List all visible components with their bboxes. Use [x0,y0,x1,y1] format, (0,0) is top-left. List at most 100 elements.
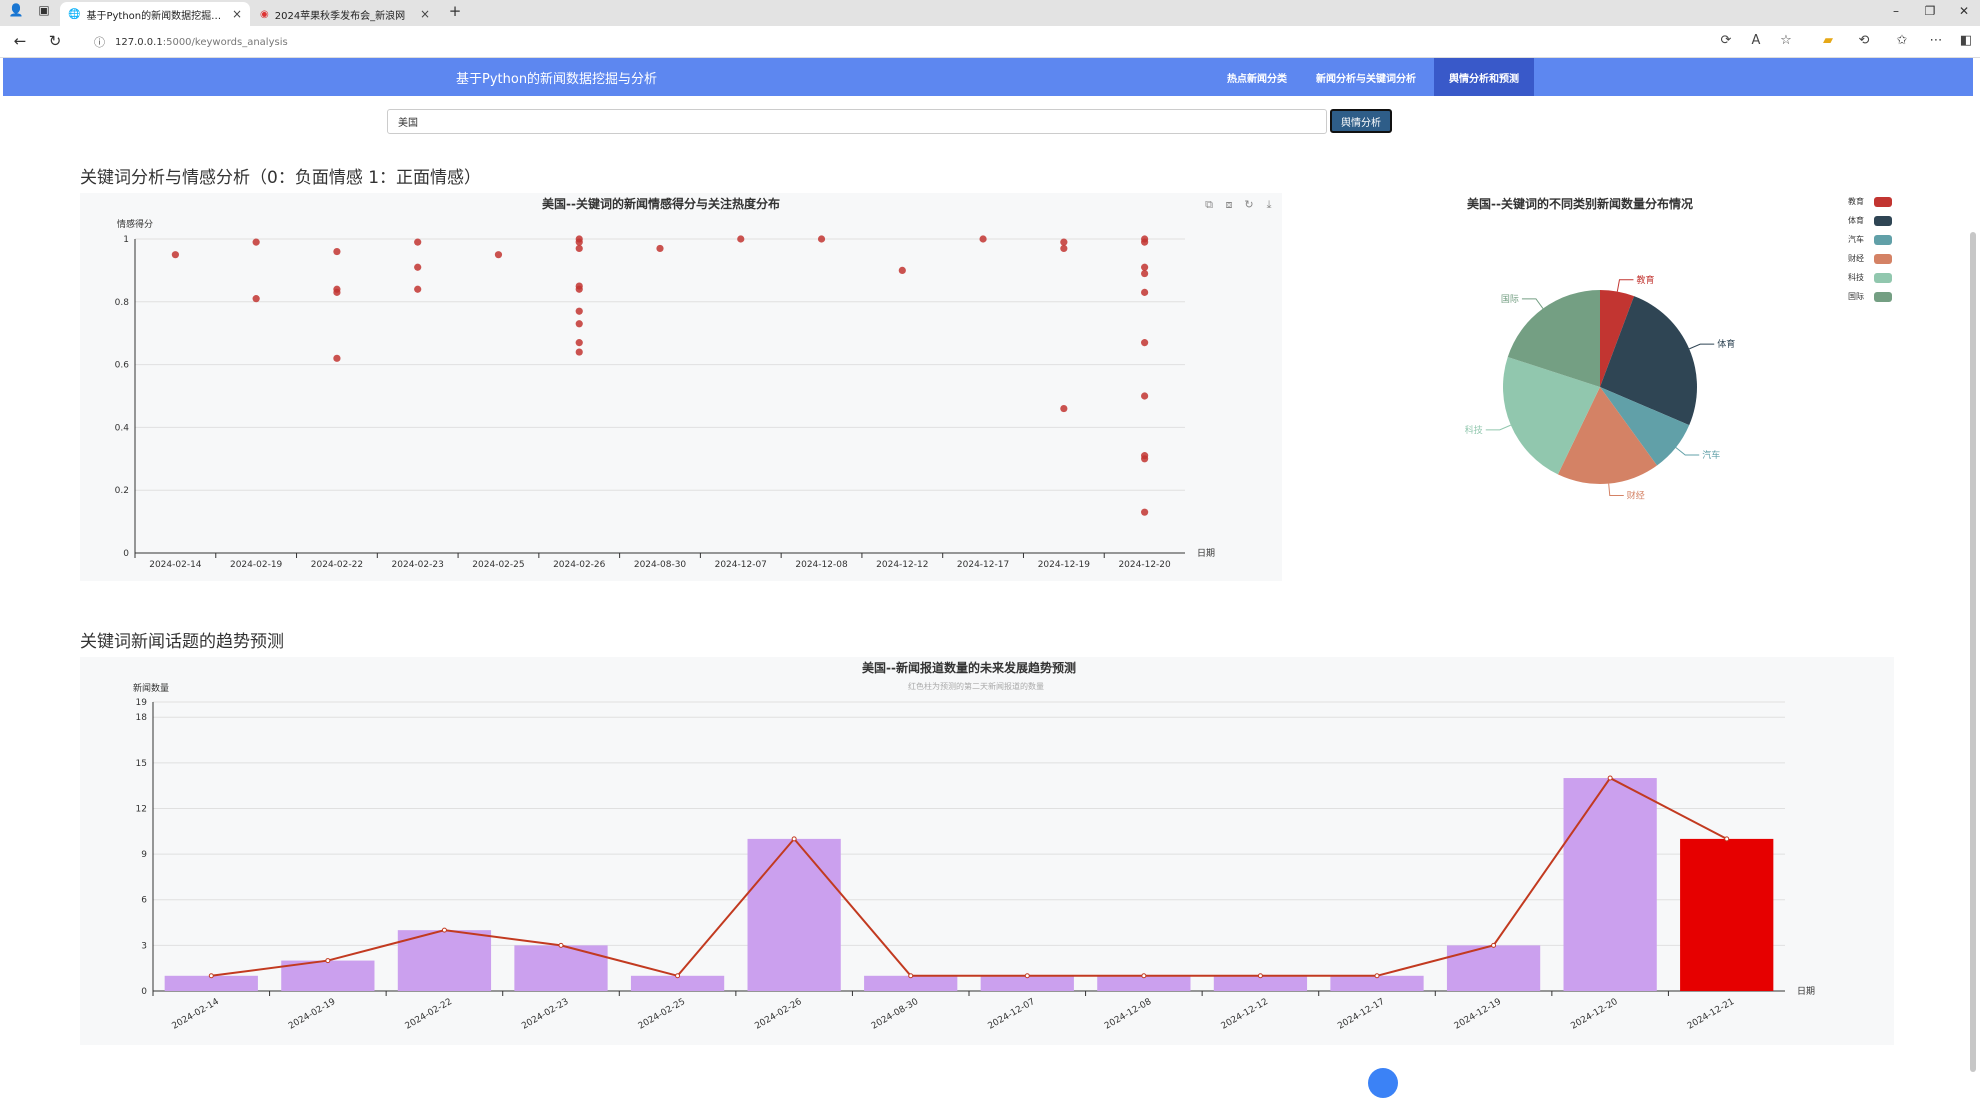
app-brand[interactable]: 基于Python的新闻数据挖掘与分析 [456,72,658,87]
y-tick-label: 18 [136,713,148,723]
legend-label: 教育 [1848,197,1864,206]
legend-item[interactable]: 财经 [1848,253,1892,264]
scatter-chart-title: 美国--关键词的新闻情感得分与关注热度分布 [542,197,780,211]
scatter-point [1060,238,1068,246]
trend-point [1374,973,1380,979]
nav-news-keyword-analysis[interactable]: 新闻分析与关键词分析 [1316,73,1416,85]
zoom-reset-icon[interactable]: ⧈ [1225,198,1233,211]
x-tick-label: 2024-02-23 [520,997,570,1032]
x-tick-label: 2024-12-12 [876,560,928,570]
close-tab-icon[interactable]: × [231,7,242,21]
legend-item[interactable]: 国际 [1848,291,1892,302]
legend-item[interactable]: 教育 [1848,196,1892,207]
sina-logo-icon: ◉ [260,8,269,20]
restore-icon[interactable]: ❐ [1924,4,1936,18]
trend-point [908,973,914,979]
favorite-star-icon[interactable]: ☆ [1780,33,1792,48]
pie-label-line [1608,483,1624,497]
x-tick-label: 2024-02-25 [472,560,524,570]
bar [164,975,258,991]
bar [514,945,608,991]
more-icon[interactable]: ⋯ [1929,33,1943,48]
y-tick-label: 3 [141,941,147,951]
pie-label: 教育 [1636,274,1654,286]
scatter-point [575,348,583,356]
x-tick-label: 2024-12-07 [715,560,767,570]
y-tick-label: 1 [123,235,129,245]
y-tick-label: 0 [141,987,147,997]
page-scrollbar[interactable] [1970,232,1976,1072]
x-tick-label: 2024-02-22 [404,997,454,1032]
x-tick-label: 2024-12-07 [986,997,1036,1032]
scatter-point [1141,238,1149,246]
scatter-point [333,354,341,362]
tab-news-analysis[interactable]: 🌐 基于Python的新闻数据挖掘与分析 × [60,2,250,26]
scatter-point [1141,339,1149,347]
favorites-icon[interactable]: ✩ [1896,33,1908,48]
translate-icon[interactable]: ⟳ [1720,33,1732,48]
scatter-point [575,339,583,347]
scatter-point [979,235,987,243]
x-tick-label: 2024-12-08 [1103,997,1154,1032]
x-tick-label: 2024-12-17 [957,560,1009,570]
close-window-icon[interactable]: ✕ [1958,4,1970,18]
nav-hot-news-classification[interactable]: 热点新闻分类 [1227,73,1287,85]
restore-chart-icon[interactable]: ↻ [1244,198,1254,211]
floating-action-button[interactable] [1368,1068,1398,1098]
trend-point [1724,836,1730,842]
keyword-search-input[interactable] [387,109,1327,134]
trend-point [675,973,681,979]
bar [281,960,375,991]
zoom-icon[interactable]: ⧉ [1205,198,1213,211]
scatter-point [1141,288,1149,296]
bar [747,838,841,991]
refresh-icon[interactable]: ↻ [48,32,62,50]
pie-label: 科技 [1465,424,1483,436]
nav-sentiment-prediction[interactable]: 舆情分析和预测 [1434,58,1534,96]
x-tick-label: 2024-02-22 [311,560,363,570]
trend-point [441,927,447,933]
legend-swatch [1874,272,1892,283]
pie-label: 汽车 [1702,449,1720,461]
legend-item[interactable]: 科技 [1848,272,1892,283]
trend-point [325,958,331,964]
x-tick-label: 2024-12-08 [795,560,848,570]
extensions-icon[interactable]: ⟲ [1858,33,1870,48]
url-field[interactable]: ⓘ 127.0.0.1:5000/keywords_analysis [80,30,1720,54]
info-icon: ⓘ [94,36,105,49]
scatter-point [1141,455,1149,463]
y-tick-label: 9 [141,850,147,860]
tab-sina[interactable]: ◉ 2024苹果秋季发布会_新浪网 × [252,2,438,26]
legend-item[interactable]: 体育 [1848,215,1892,226]
pie-slice [1600,387,1690,466]
y-tick-label: 0.4 [115,423,130,433]
download-icon[interactable]: ⤓ [1266,198,1272,211]
pie-slice [1507,290,1600,387]
globe-icon: 🌐 [68,8,81,20]
pie-slice [1600,290,1635,387]
tab-actions-icon[interactable]: ▣ [38,3,50,17]
legend-swatch [1874,215,1892,226]
minimize-icon[interactable]: – [1893,4,1899,18]
close-tab-icon[interactable]: × [419,7,430,21]
sidebar-icon[interactable]: ◧ [1959,33,1973,48]
legend-swatch [1874,196,1892,207]
scatter-point [817,235,826,243]
new-tab-icon[interactable]: + [448,2,462,20]
folder-icon[interactable]: ▰ [1823,33,1833,48]
back-icon[interactable]: ← [13,32,27,50]
profile-icon[interactable]: 👤 [8,3,24,17]
pie-label-line [1485,424,1512,431]
legend-item[interactable]: 汽车 [1848,234,1892,245]
y-tick-label: 0.2 [115,486,129,496]
trend-point [791,836,797,842]
sentiment-analysis-button[interactable]: 舆情分析 [1330,109,1392,133]
trend-section-title: 关键词新闻话题的趋势预测 [80,632,284,652]
scatter-point [333,247,341,256]
pie-label: 国际 [1501,294,1519,305]
scatter-point [252,295,260,303]
x-tick-label: 2024-08-30 [870,997,921,1032]
scatter-point [656,244,664,253]
read-aloud-icon[interactable]: A [1751,33,1761,48]
